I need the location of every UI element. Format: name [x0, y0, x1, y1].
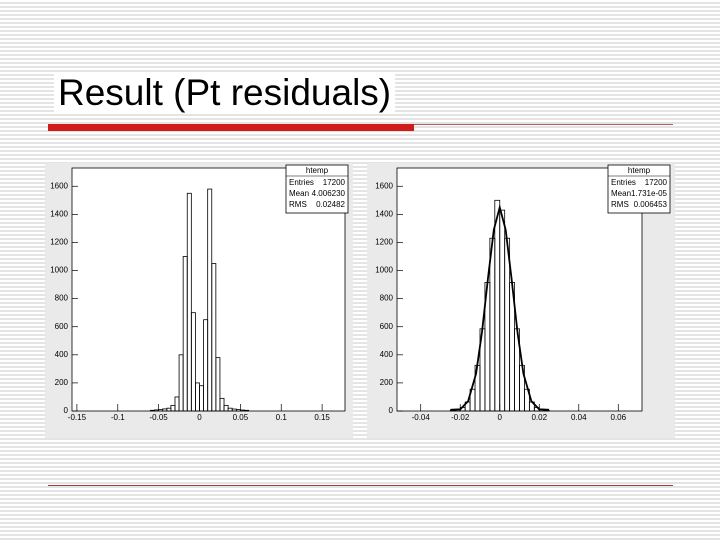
- x-tick-label: 0: [498, 413, 503, 422]
- slide-title: Result (Pt residuals): [54, 72, 396, 114]
- histogram-bin: [211, 263, 217, 412]
- x-tick-label: 0.06: [611, 413, 627, 422]
- y-tick-label: 1000: [50, 266, 68, 275]
- stats-label: Mean: [611, 189, 631, 198]
- y-tick-label: 1400: [50, 209, 68, 218]
- x-tick-label: 0: [197, 413, 202, 422]
- y-tick-label: 1400: [375, 209, 393, 218]
- y-tick-label: 1600: [50, 181, 68, 190]
- x-tick-label: 0.1: [276, 413, 288, 422]
- y-tick-label: 1200: [50, 238, 68, 247]
- stats-label: RMS: [611, 200, 629, 209]
- y-tick-label: 800: [380, 294, 394, 303]
- y-tick-label: 600: [55, 322, 69, 331]
- y-tick-label: 1000: [375, 266, 393, 275]
- x-tick-label: -0.02: [451, 413, 470, 422]
- y-tick-label: 200: [380, 378, 394, 387]
- stats-box: [607, 164, 671, 214]
- histogram-bin: [244, 409, 249, 412]
- stats-title: htemp: [306, 166, 329, 175]
- stats-label: Entries: [289, 178, 314, 187]
- x-tick-label: 0.02: [531, 413, 547, 422]
- stats-label: Mean: [289, 189, 309, 198]
- fit-curve: [450, 203, 550, 411]
- histogram-bin: [150, 409, 155, 412]
- histogram-bin: [524, 388, 530, 412]
- y-tick-label: 1200: [375, 238, 393, 247]
- x-tick-label: -0.1: [111, 413, 125, 422]
- stats-label: Entries: [611, 178, 636, 187]
- stats-box: [285, 164, 349, 214]
- stats-value: 17200: [323, 178, 346, 187]
- stats-value: 1.731e-05: [631, 189, 668, 198]
- stats-value: 0.02482: [316, 200, 345, 209]
- x-tick-label: 0.05: [233, 413, 249, 422]
- x-tick-label: 0.04: [571, 413, 587, 422]
- y-tick-label: 200: [55, 378, 69, 387]
- title-bar: [48, 124, 414, 131]
- stats-value: 0.006453: [634, 200, 668, 209]
- stats-value: 4.006230: [312, 189, 346, 198]
- x-tick-label: 0.15: [314, 413, 330, 422]
- x-tick-label: -0.04: [412, 413, 431, 422]
- y-tick-label: 400: [380, 350, 394, 359]
- y-tick-label: 800: [55, 294, 69, 303]
- stats-title: htemp: [628, 166, 651, 175]
- y-tick-label: 400: [55, 350, 69, 359]
- histogram-bin: [219, 397, 225, 412]
- y-tick-label: 0: [64, 406, 69, 415]
- y-tick-label: 1600: [375, 181, 393, 190]
- stats-value: 17200: [645, 178, 668, 187]
- x-tick-label: -0.15: [68, 413, 87, 422]
- histogram-bin: [190, 312, 196, 412]
- y-tick-label: 600: [380, 322, 394, 331]
- histogram-bin: [186, 192, 192, 412]
- x-tick-label: -0.05: [150, 413, 169, 422]
- y-tick-label: 0: [389, 406, 394, 415]
- stats-label: RMS: [289, 200, 307, 209]
- histogram-bin: [215, 357, 221, 412]
